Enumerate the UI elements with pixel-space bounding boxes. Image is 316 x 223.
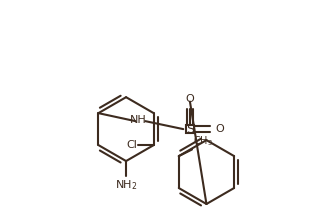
Text: CH$_3$: CH$_3$ [193, 135, 213, 148]
Text: O: O [185, 94, 194, 104]
Text: NH$_2$: NH$_2$ [115, 179, 137, 192]
Text: Cl: Cl [126, 140, 137, 150]
Bar [186, 125, 194, 133]
Text: NH: NH [130, 115, 147, 125]
Text: O: O [215, 124, 224, 134]
Text: S: S [186, 123, 194, 136]
